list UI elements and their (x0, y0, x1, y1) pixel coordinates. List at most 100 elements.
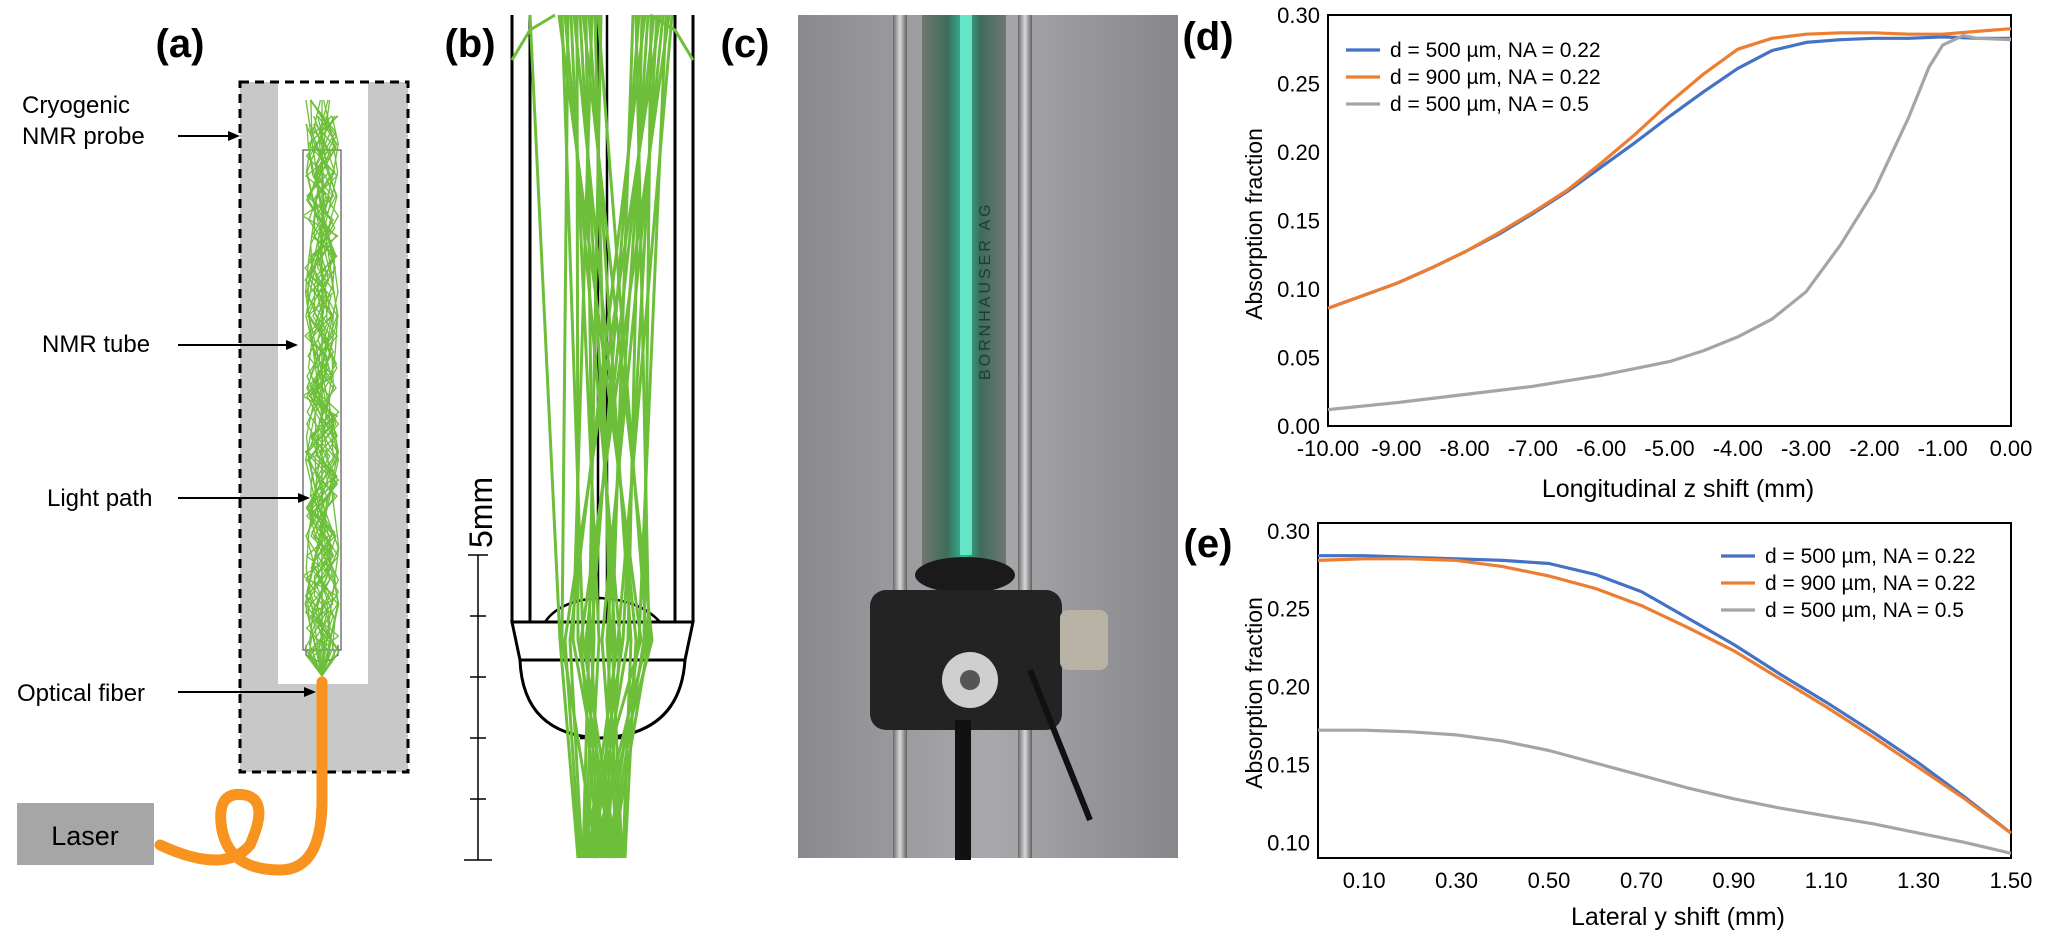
y-tick-label: 0.05 (1277, 346, 1320, 371)
holder-top (915, 557, 1015, 593)
legend-entry: d = 900 µm, NA = 0.22 (1765, 572, 1976, 595)
series-line (1327, 33, 2012, 412)
panel-a-label: (a) (156, 22, 205, 66)
annotation-optical-fiber: Optical fiber (17, 680, 145, 707)
x-tick-label: -4.00 (1713, 436, 1763, 461)
y-tick-label: 0.15 (1267, 753, 1310, 778)
panel-c: (c) BORNHAUSER AG (721, 15, 1178, 860)
light-ray (584, 14, 656, 859)
x-tick-label: -5.00 (1644, 436, 1694, 461)
y-tick-label: 0.20 (1277, 140, 1320, 165)
y-tick-label: 0.25 (1277, 72, 1320, 97)
tube-text: BORNHAUSER AG (977, 201, 994, 380)
light-ray (304, 123, 340, 677)
probe-outline (238, 80, 410, 774)
light-ray (608, 14, 653, 859)
panel-e-label: (e) (1184, 522, 1233, 566)
arrow-icon (304, 687, 316, 697)
laser-label: Laser (51, 821, 119, 851)
y-tick-label: 0.30 (1277, 3, 1320, 28)
chart-d-ylabel: Absorption fraction (1241, 128, 1267, 320)
light-ray (649, 13, 695, 61)
x-tick-label: -1.00 (1918, 436, 1968, 461)
x-tick-label: 0.90 (1712, 868, 1755, 893)
light-ray (581, 14, 654, 859)
x-tick-label: 0.70 (1620, 868, 1663, 893)
light-ray (568, 14, 647, 859)
y-tick-label: 0.00 (1277, 414, 1320, 439)
support-rod (893, 15, 907, 858)
series-line (1327, 27, 2012, 310)
support-rod (1018, 15, 1032, 858)
light-ray (306, 115, 340, 677)
chart-e: (e) 0.10 0.15 0.20 0.25 0.30 0.10 0.30 0.50 0.70… (1184, 519, 2033, 931)
light-ray (560, 14, 619, 859)
laser-box (17, 803, 154, 865)
light-path-small (301, 99, 340, 677)
annotation-light-path: Light path (47, 485, 152, 512)
legend-entry: d = 900 µm, NA = 0.22 (1390, 66, 1601, 89)
x-tick-label: -8.00 (1440, 436, 1490, 461)
light-ray (563, 14, 662, 859)
x-tick-label: -2.00 (1849, 436, 1899, 461)
arrow-icon (228, 131, 240, 141)
y-tick-label: 0.25 (1267, 597, 1310, 622)
x-tick-label: 0.50 (1528, 868, 1571, 893)
light-ray (583, 14, 596, 859)
chart-d: (d) 0.00 0.05 0.10 0.15 0.20 0.25 0.30 -10.00 -9… (1182, 3, 2032, 503)
panel-b: (b) 5mm (444, 13, 695, 861)
annotation-nmr-probe: NMR probe (22, 123, 145, 150)
light-ray (560, 14, 599, 859)
series-line (1317, 557, 2012, 835)
annotation-nmr-tube: NMR tube (42, 331, 150, 358)
x-tick-label: 0.10 (1343, 868, 1386, 893)
light-ray (557, 14, 643, 859)
light-ray (304, 115, 338, 677)
legend-entry: d = 500 µm, NA = 0.5 (1765, 599, 1964, 622)
legend-entry: d = 500 µm, NA = 0.22 (1390, 39, 1601, 62)
light-ray (510, 13, 556, 61)
legend-entry: d = 500 µm, NA = 0.22 (1765, 545, 1976, 568)
series-line (1318, 728, 2012, 855)
light-ray (578, 14, 617, 859)
y-tick-label: 0.20 (1267, 675, 1310, 700)
arrow-icon (298, 493, 310, 503)
x-tick-label: 0.00 (1990, 436, 2033, 461)
annotation-cryogenic: Cryogenic (22, 92, 130, 119)
y-tick-label: 0.15 (1277, 209, 1320, 234)
x-tick-label: 0.30 (1435, 868, 1478, 893)
panel-d-label: (d) (1182, 15, 1233, 59)
x-tick-label: -7.00 (1508, 436, 1558, 461)
light-path-large (510, 13, 695, 859)
legend-entry: d = 500 µm, NA = 0.5 (1390, 93, 1589, 116)
x-tick-label: -9.00 (1371, 436, 1421, 461)
plot-frame (1317, 522, 2012, 859)
light-ray (572, 14, 638, 859)
x-tick-label: 1.30 (1897, 868, 1940, 893)
light-ray (305, 99, 339, 677)
light-ray (563, 14, 622, 859)
x-tick-label: -3.00 (1781, 436, 1831, 461)
scale-label: 5mm (463, 477, 499, 548)
light-ray (306, 115, 340, 677)
y-tick-label: 0.10 (1267, 830, 1310, 855)
x-tick-label: 1.10 (1805, 868, 1848, 893)
x-tick-label: -6.00 (1576, 436, 1626, 461)
panel-a: (a) Laser Cryogenic NMR probe NMR tube L… (17, 22, 410, 876)
light-ray (528, 14, 580, 859)
arrow-icon (286, 340, 298, 350)
light-ray (305, 115, 339, 677)
light-ray (304, 99, 340, 677)
light-ray (610, 14, 651, 859)
series-line (1318, 554, 2012, 835)
x-tick-label: -10.00 (1297, 436, 1359, 461)
chart-d-xlabel: Longitudinal z shift (mm) (1542, 475, 1814, 503)
panel-b-label: (b) (444, 22, 495, 66)
optical-fiber (154, 676, 328, 876)
light-ray (306, 99, 340, 677)
thumb-screw (1060, 610, 1108, 670)
lens-bottom (518, 659, 687, 740)
x-tick-label: 1.50 (1990, 868, 2033, 893)
y-tick-label: 0.10 (1277, 277, 1320, 302)
